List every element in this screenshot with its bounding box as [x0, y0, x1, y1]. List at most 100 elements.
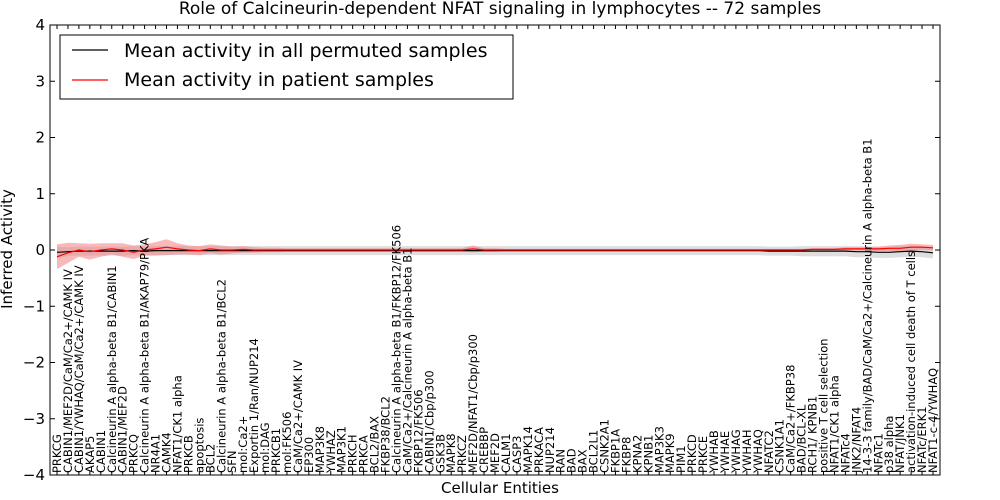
- y-tick-label: 1: [35, 185, 45, 203]
- category-label: NFATc/ERK1: [915, 406, 929, 473]
- category-label: JNK2/NFAT4: [849, 407, 863, 474]
- category-label: BCL2: [203, 444, 217, 473]
- category-label: NUP214: [543, 427, 557, 473]
- category-label: PRKCZ: [455, 435, 469, 473]
- legend-label-patient: Mean activity in patient samples: [124, 69, 434, 91]
- category-label: NFATc1: [871, 433, 885, 473]
- legend-label-permuted: Mean activity in all permuted samples: [124, 40, 487, 62]
- category-label: PRKCQ: [127, 434, 141, 473]
- legend-box: [59, 34, 514, 100]
- category-label: PIM1: [674, 445, 688, 473]
- category-label: NR4A1: [149, 434, 163, 473]
- category-label: PRKCD: [685, 434, 699, 473]
- category-label: AKAP5: [83, 436, 97, 473]
- y-axis-ticks: −4 −3 −2 −1 0 1 2 3 4: [23, 16, 940, 484]
- category-label: MEF2D/NFAT1/Cbp/p300: [466, 334, 480, 473]
- category-label: CSNK1A1: [773, 419, 787, 473]
- category-label: YWHAG: [729, 429, 743, 474]
- category-label: Calcineurin A alpha-beta B1/CABIN1: [105, 265, 119, 473]
- category-label: p38 alpha: [882, 416, 896, 473]
- category-label: RAN: [554, 449, 568, 473]
- x-axis-label: Cellular Entities: [441, 479, 559, 497]
- category-label: CAMK4: [160, 432, 174, 473]
- category-label: CaM/Ca2+/CAMK IV: [291, 360, 305, 473]
- category-label: PRKCG: [50, 434, 64, 473]
- category-label: CREBBP: [477, 427, 491, 473]
- category-label: CABIN1/MEF2D: [116, 386, 130, 473]
- category-label: CABIN1/MEF2D/CaM/Ca2+/CAMK IV: [61, 269, 75, 473]
- y-tick-label: 3: [35, 72, 45, 90]
- category-label: BAD: [565, 448, 579, 473]
- category-label: YWHAZ: [324, 430, 338, 474]
- category-label: FKBP38/BCL2: [379, 396, 393, 473]
- category-label: MAP3K8: [313, 426, 327, 473]
- category-label: CABIN1: [94, 430, 108, 473]
- category-label: GSK3B: [433, 434, 447, 473]
- category-label: MAPK8: [444, 433, 458, 473]
- category-label: Calcineurin A alpha-beta B1/BCL2: [214, 279, 228, 473]
- category-label: mol:Ca2+: [236, 416, 250, 473]
- series-lines: [56, 246, 934, 258]
- category-label: RCH1/ KPNB1: [806, 396, 820, 473]
- category-label: SFN: [225, 450, 239, 473]
- category-label: PRKCB: [181, 435, 195, 473]
- category-label: CaM/Ca2+/Calcineurin A alpha-beta B1: [400, 248, 414, 473]
- category-label: BCL2L1: [587, 430, 601, 473]
- category-label: mol:DAG: [258, 422, 272, 473]
- category-label: CALM1: [499, 433, 513, 473]
- category-label: CABIN1/Cbp/p300: [422, 370, 436, 473]
- y-tick-label: 0: [35, 241, 45, 259]
- category-label: YWHAB: [707, 430, 721, 474]
- category-label: activation-induced cell death of T cells: [904, 251, 918, 473]
- category-label: YWHAH: [740, 429, 754, 474]
- category-label: NFAT/JNK1: [893, 414, 907, 473]
- category-label: MAP3K3: [652, 426, 666, 473]
- category-label: BAX: [576, 449, 590, 473]
- chart-title: Role of Calcineurin-dependent NFAT signa…: [179, 0, 821, 19]
- category-label: BAD/BCL-XL: [795, 404, 809, 473]
- category-label: CABIN1/YWHAQ/CaM/Ca2+/CAMK IV: [72, 265, 86, 473]
- category-label: EP300: [302, 437, 316, 473]
- category-label: apoptosis: [192, 418, 206, 473]
- category-label: PRKCH: [346, 434, 360, 473]
- category-label: FKBP1A: [608, 429, 622, 473]
- legend: Mean activity in all permuted samples Me…: [59, 34, 514, 100]
- category-label: MAPK14: [521, 426, 535, 473]
- category-label: CASP3: [510, 436, 524, 473]
- category-label: YWHAQ: [751, 429, 765, 474]
- line-series-1: [56, 246, 934, 258]
- category-label: BCL2/BAX: [368, 416, 382, 473]
- y-tick-label: 4: [35, 16, 45, 34]
- category-label: MEF2D: [488, 433, 502, 473]
- y-axis-label: Inferred Activity: [0, 189, 16, 309]
- category-label: Calcineurin A alpha-beta B1/AKAP79/PKA: [138, 238, 152, 473]
- category-label: 14-3-3 family/BAD/CaM/Ca2+/Calcineurin A…: [860, 138, 874, 473]
- y-tick-label: −4: [23, 466, 45, 484]
- category-label: PRKACA: [532, 427, 546, 473]
- category-label: KPNB1: [641, 435, 655, 473]
- confidence-bands: [57, 239, 933, 270]
- category-label: Calcineurin A alpha-beta B1/FKBP12/FK506: [389, 225, 403, 473]
- category-label: MAPK9: [663, 433, 677, 473]
- category-label: PRKCB1: [269, 428, 283, 473]
- category-label: NFAT1/CK1 alpha: [170, 375, 184, 473]
- category-label: FKBP12/FK506: [411, 389, 425, 473]
- y-tick-label: −3: [23, 410, 45, 428]
- category-label: NFATC2: [762, 430, 776, 473]
- y-tick-label: 2: [35, 129, 45, 147]
- category-label: Exportin 1/Ran/NUP214: [247, 338, 261, 473]
- category-label: CaM/Ca2+/FKBP38: [784, 365, 798, 473]
- category-label: positive T cell selection: [817, 338, 831, 473]
- category-label: PRKCA: [357, 435, 371, 473]
- category-label: MAP3K1: [335, 426, 349, 473]
- category-label: FKBP8: [619, 437, 633, 473]
- y-tick-label: −1: [23, 297, 45, 315]
- y-tick-label: −2: [23, 354, 45, 372]
- x-axis-ticks: [56, 25, 934, 475]
- category-label: YWHAE: [718, 431, 732, 474]
- category-label: PRKCE: [696, 436, 710, 473]
- category-label: NFAT1-c-4/YWHAQ: [926, 368, 940, 473]
- category-label: NFATc4: [838, 433, 852, 473]
